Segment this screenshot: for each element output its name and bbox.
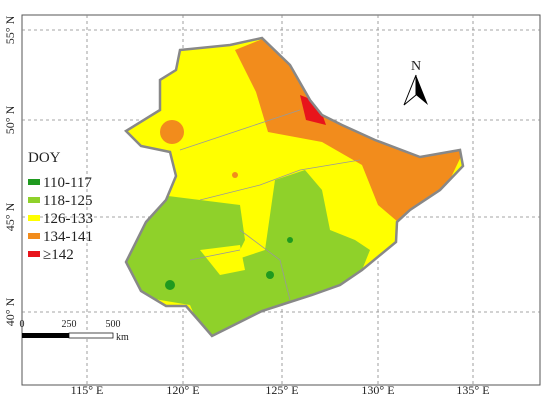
- lat-label: 55° N: [3, 15, 17, 44]
- scale-label: 500: [106, 319, 121, 330]
- scale-label: 0: [20, 319, 25, 330]
- north-arrow: N: [403, 59, 428, 106]
- north-label: N: [411, 59, 421, 74]
- legend-label: 110-117: [43, 175, 92, 191]
- legend-title: DOY: [28, 150, 61, 166]
- scale-label: 250: [62, 319, 77, 330]
- legend: DOY 110-117 118-125 126-133 134-141 ≥142: [28, 150, 93, 263]
- scale-bar: 0 250 500 km: [20, 319, 130, 343]
- legend-label: 134-141: [43, 229, 93, 245]
- legend-swatch: [28, 215, 40, 221]
- legend-label: 126-133: [43, 211, 93, 227]
- region-outline: [123, 36, 465, 338]
- lat-label: 45° N: [3, 202, 17, 231]
- lon-label: 120° E: [166, 383, 199, 397]
- lat-label: 40° N: [3, 297, 17, 326]
- lon-labels: 115° E 120° E 125° E 130° E 135° E: [71, 383, 490, 397]
- legend-swatch: [28, 251, 40, 257]
- lat-label: 50° N: [3, 105, 17, 134]
- legend-label: 118-125: [43, 193, 92, 209]
- legend-swatch: [28, 233, 40, 239]
- lon-label: 130° E: [361, 383, 394, 397]
- scale-unit: km: [116, 332, 129, 343]
- lat-labels: 55° N 50° N 45° N 40° N: [3, 15, 17, 326]
- legend-swatch: [28, 179, 40, 185]
- lon-label: 125° E: [265, 383, 298, 397]
- lon-label: 115° E: [71, 383, 104, 397]
- legend-swatch: [28, 197, 40, 203]
- province-lines: [179, 109, 361, 301]
- legend-label: ≥142: [43, 247, 74, 263]
- lon-label: 135° E: [456, 383, 489, 397]
